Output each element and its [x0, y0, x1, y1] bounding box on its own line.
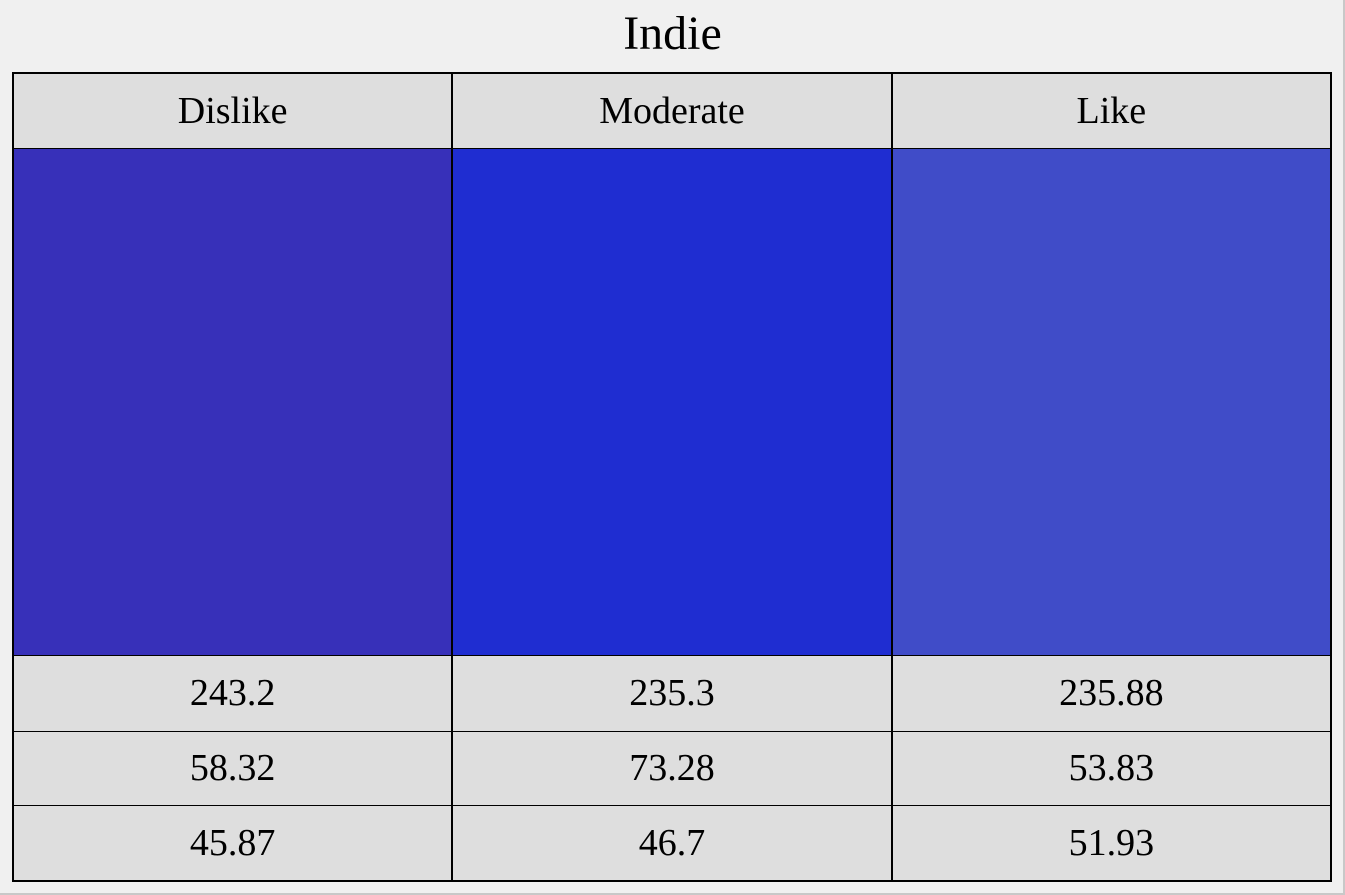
color-swatch-like [892, 148, 1330, 656]
value-cell-dislike-row-3: 45.87 [14, 805, 452, 880]
value-cell-moderate-row-3: 46.7 [453, 805, 891, 880]
value-cell-dislike-row-2: 58.32 [14, 730, 452, 806]
chart-title: Indie [623, 7, 722, 60]
color-swatch-dislike [14, 148, 452, 656]
value-cell-moderate-row-2: 73.28 [453, 730, 891, 806]
value-cell-dislike-row-1: 243.2 [14, 655, 452, 731]
color-swatch-moderate [453, 148, 891, 656]
table-column-moderate: Moderate 235.3 73.28 46.7 [451, 74, 891, 880]
table-column-like: Like 235.88 53.83 51.93 [890, 74, 1330, 880]
color-table: Dislike 243.2 58.32 45.87 Moderate 235.3… [12, 72, 1332, 882]
column-header-moderate: Moderate [453, 74, 891, 149]
table-column-dislike: Dislike 243.2 58.32 45.87 [14, 74, 452, 880]
value-cell-like-row-1: 235.88 [892, 655, 1330, 731]
value-cell-moderate-row-1: 235.3 [453, 655, 891, 731]
value-cell-like-row-2: 53.83 [892, 730, 1330, 806]
column-header-like: Like [892, 74, 1330, 149]
column-header-dislike: Dislike [14, 74, 452, 149]
value-cell-like-row-3: 51.93 [892, 805, 1330, 880]
